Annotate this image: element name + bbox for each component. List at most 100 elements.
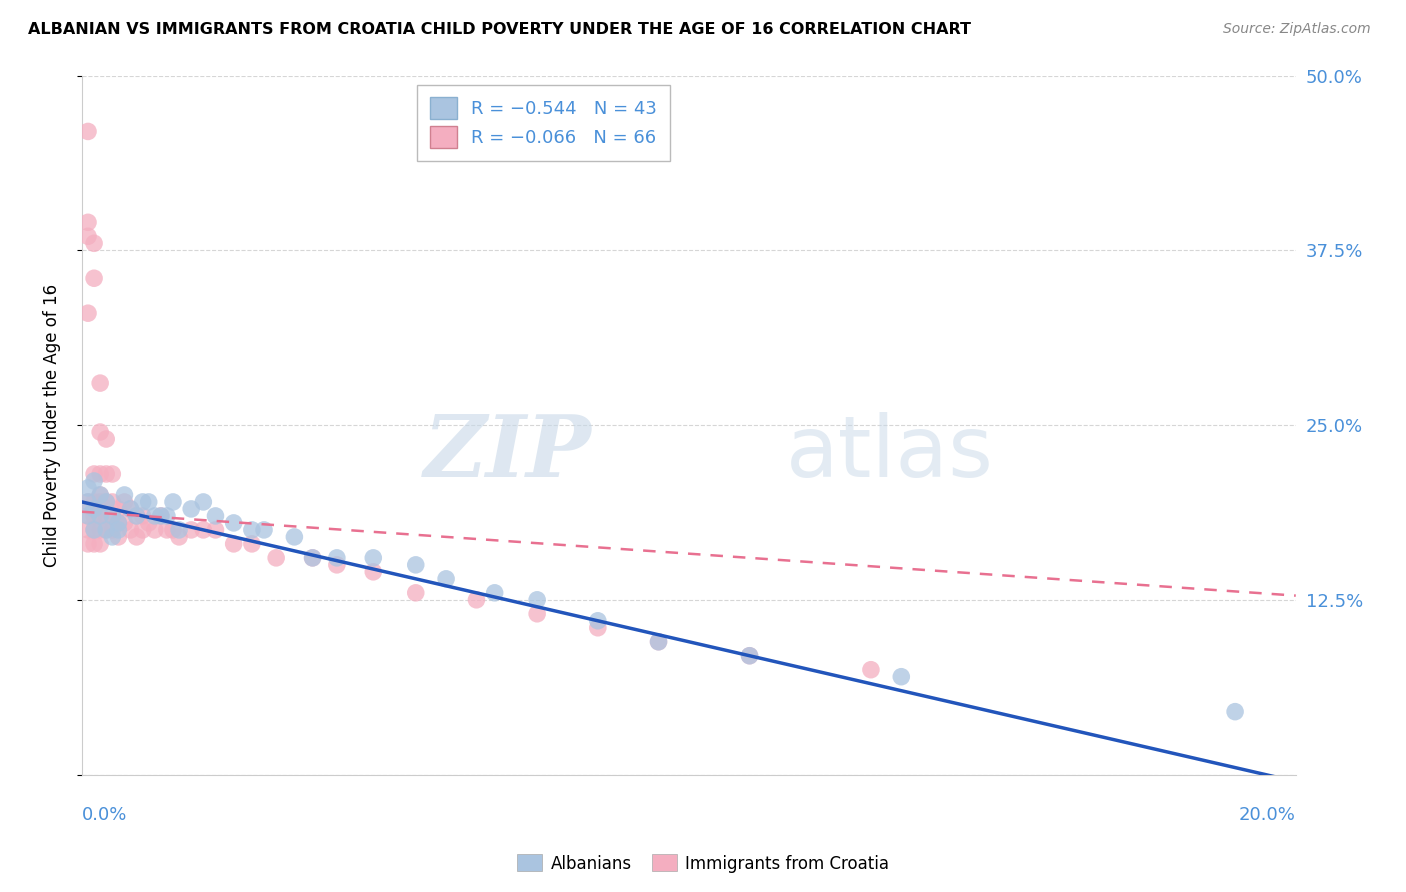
Point [96,523,118,537]
Point [77,537,100,551]
Point [361,565,384,579]
Point [143,523,166,537]
Point [83,508,105,523]
Point [120,502,142,516]
Point [162,495,184,509]
Point [101,530,124,544]
Point [101,523,124,537]
Point [240,537,263,551]
Point [326,550,349,565]
Point [77,523,100,537]
Point [89,508,111,523]
Point [77,229,100,244]
Point [101,508,124,523]
Point [77,508,100,523]
Point [738,648,761,663]
Point [138,516,160,530]
Point [83,523,105,537]
Point [125,508,148,523]
Point [465,592,488,607]
Point [167,530,190,544]
Point [114,495,136,509]
Point [89,425,111,439]
Point [222,516,245,530]
Text: atlas: atlas [786,411,994,494]
Point [89,467,111,481]
Point [131,523,153,537]
Point [125,508,148,523]
Point [101,508,124,523]
Point [193,523,215,537]
Point [101,467,124,481]
Text: 0.0%: 0.0% [82,806,128,824]
Point [405,586,427,600]
Point [405,558,427,572]
Point [89,376,111,390]
Point [131,508,153,523]
Point [107,523,129,537]
Point [96,432,118,446]
Point [89,523,111,537]
Point [107,502,129,516]
Point [83,537,105,551]
Point [120,502,142,516]
Point [96,508,118,523]
Point [77,124,100,138]
Point [156,523,179,537]
Point [83,502,105,516]
Point [89,488,111,502]
Point [83,271,105,285]
Point [240,523,263,537]
Point [77,495,100,509]
Point [586,614,609,628]
Point [96,523,118,537]
Point [526,592,548,607]
Point [222,537,245,551]
Point [180,523,202,537]
Point [114,488,136,502]
Y-axis label: Child Poverty Under the Age of 16: Child Poverty Under the Age of 16 [44,284,60,566]
Point [647,634,669,648]
Point [83,474,105,488]
Point [1223,705,1246,719]
Point [738,648,761,663]
Text: ZIP: ZIP [423,411,592,495]
Point [77,495,100,509]
Point [586,621,609,635]
Point [301,550,323,565]
Text: ALBANIAN VS IMMIGRANTS FROM CROATIA CHILD POVERTY UNDER THE AGE OF 16 CORRELATIO: ALBANIAN VS IMMIGRANTS FROM CROATIA CHIL… [28,22,972,37]
Point [120,523,142,537]
Point [89,495,111,509]
Point [77,306,100,320]
Point [326,558,349,572]
Point [107,516,129,530]
Point [526,607,548,621]
Point [149,508,172,523]
Point [83,495,105,509]
Point [361,550,384,565]
Text: 20.0%: 20.0% [1239,806,1296,824]
Legend: Albanians, Immigrants from Croatia: Albanians, Immigrants from Croatia [510,847,896,880]
Point [107,530,129,544]
Point [301,550,323,565]
Point [89,508,111,523]
Legend: R = −0.544   N = 43, R = −0.066   N = 66: R = −0.544 N = 43, R = −0.066 N = 66 [416,85,669,161]
Point [149,508,172,523]
Point [96,495,118,509]
Point [83,467,105,481]
Point [96,467,118,481]
Point [193,495,215,509]
Point [77,215,100,229]
Text: Source: ZipAtlas.com: Source: ZipAtlas.com [1223,22,1371,37]
Point [890,670,912,684]
Point [77,508,100,523]
Point [83,236,105,251]
Point [204,508,226,523]
Point [143,508,166,523]
Point [83,523,105,537]
Point [101,495,124,509]
Point [77,481,100,495]
Point [283,530,305,544]
Point [204,523,226,537]
Point [162,523,184,537]
